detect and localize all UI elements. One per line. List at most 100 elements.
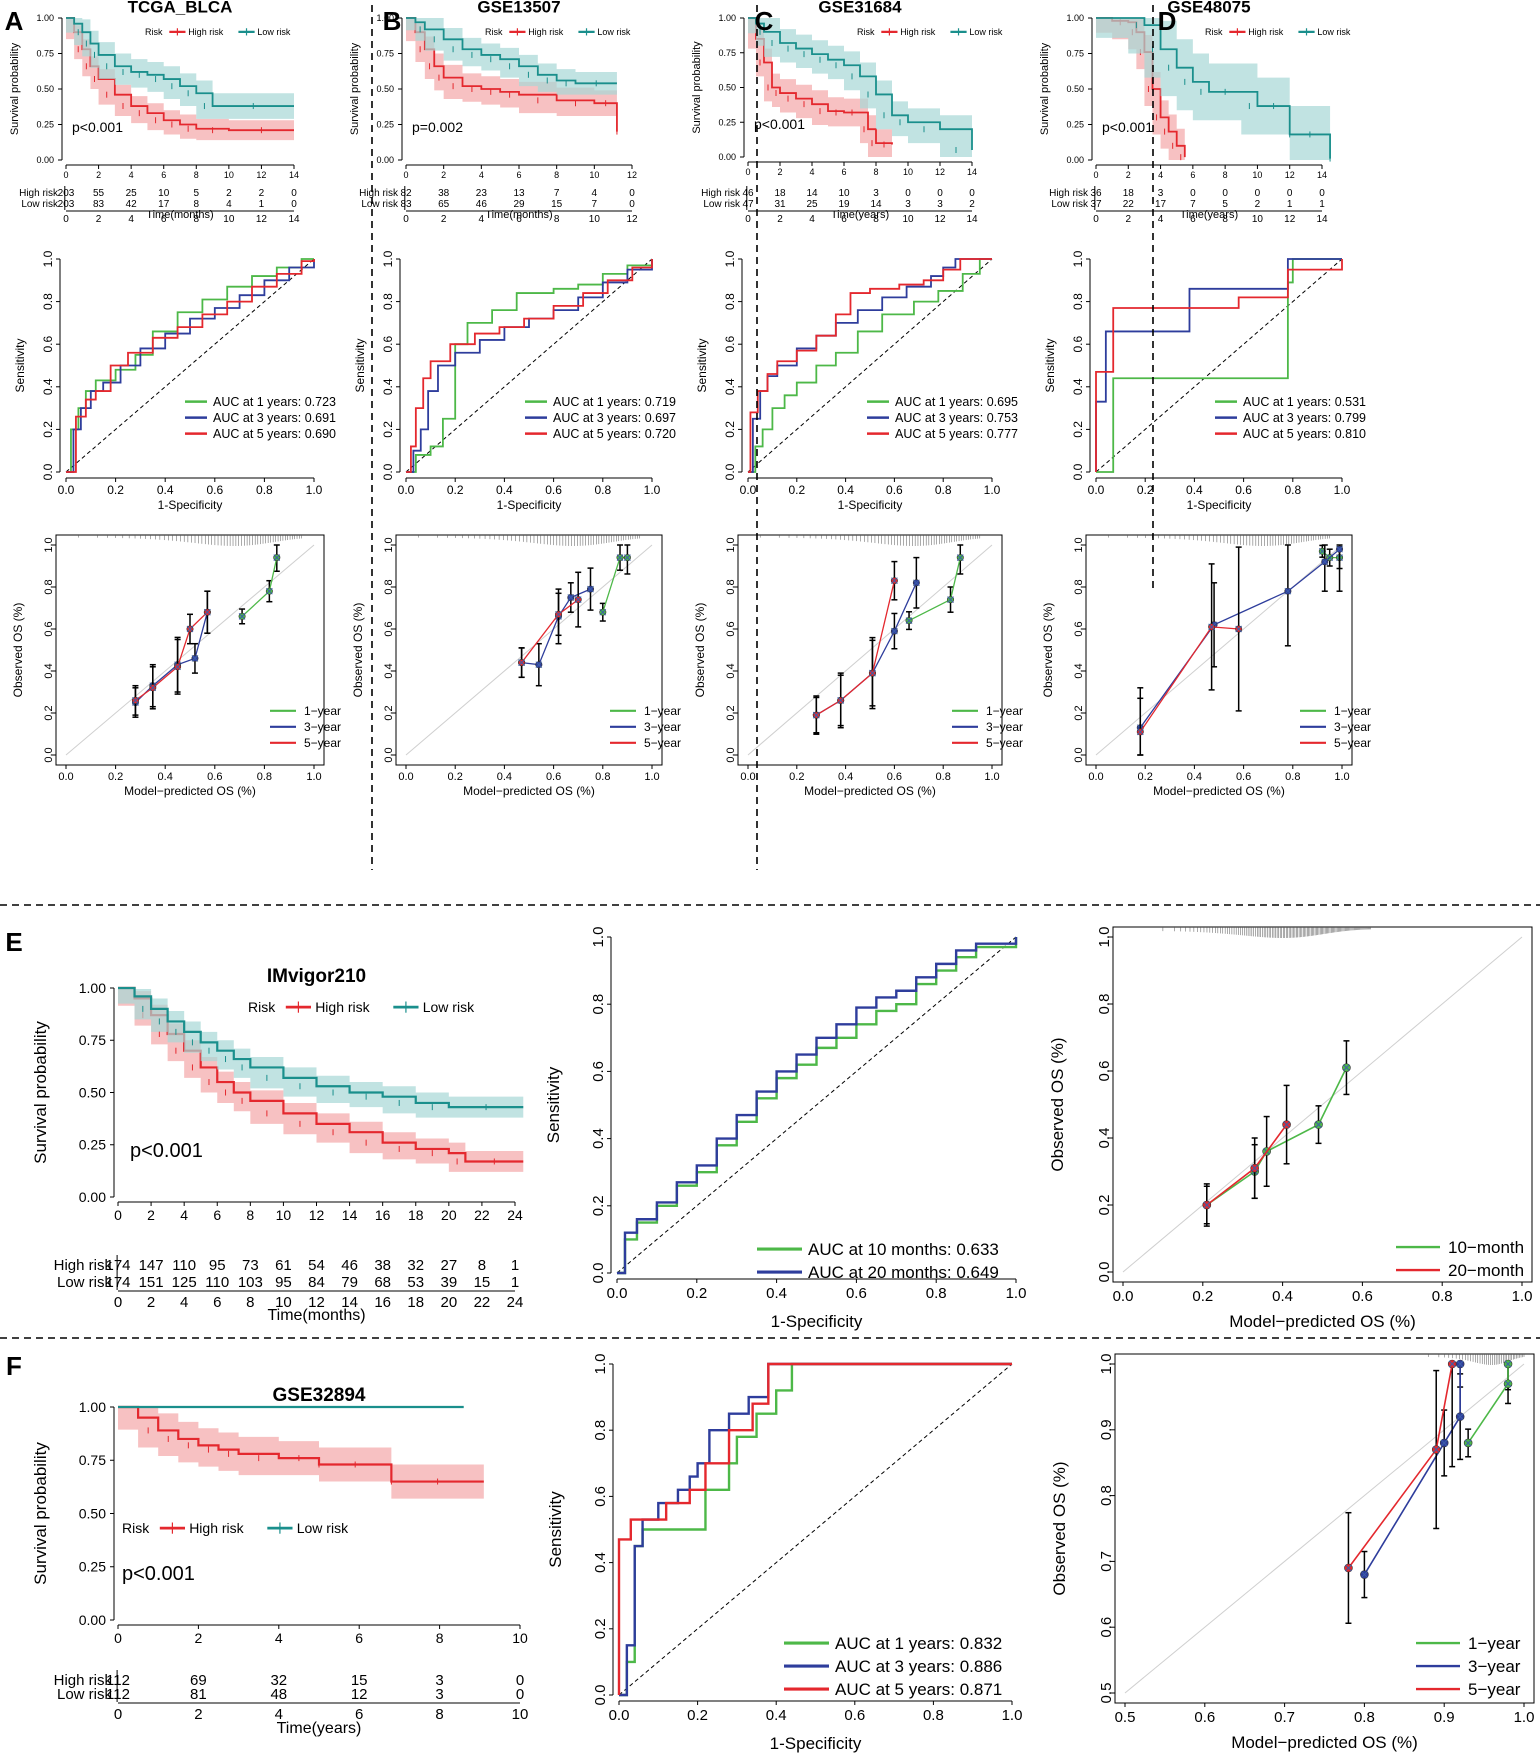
x-tick-label: 6 xyxy=(1190,170,1195,180)
legend-item: Low risk xyxy=(1317,27,1351,37)
y-tick-label: 0.25 xyxy=(79,1559,106,1575)
calibration-line-blue xyxy=(1139,548,1340,729)
risk-x-tick-label: 6 xyxy=(516,214,522,225)
y-tick-label: 0.75 xyxy=(718,48,736,58)
calibration-cross xyxy=(174,663,181,671)
risk-count: 47 xyxy=(742,199,754,210)
y-tick-label: 0.6 xyxy=(590,1061,607,1082)
x-tick-label: 14 xyxy=(1317,170,1327,180)
risk-row-label: Low risk xyxy=(1051,199,1089,210)
risk-count: 0 xyxy=(291,199,297,210)
risk-count: 29 xyxy=(513,199,525,210)
risk-count: 0 xyxy=(905,188,911,199)
chart-title: GSE31684 xyxy=(818,0,902,17)
risk-count: 10 xyxy=(158,188,170,199)
risk-count: 3 xyxy=(873,188,879,199)
roc-curve-blue xyxy=(66,259,315,473)
risk-count: 17 xyxy=(1155,199,1167,210)
x-tick-label: 2 xyxy=(195,1630,203,1646)
risk-count: 0 xyxy=(1287,188,1293,199)
y-tick-label: 0.25 xyxy=(1066,120,1084,130)
chart-title: GSE32894 xyxy=(273,1385,366,1406)
risk-x-tick-label: 0 xyxy=(114,1294,122,1311)
risk-count: 3 xyxy=(905,199,911,210)
ideal-line xyxy=(65,544,315,756)
x-tick-label: 4 xyxy=(1158,170,1163,180)
risk-count: 2 xyxy=(259,188,265,199)
y-tick-label: 0.0 xyxy=(592,1685,609,1706)
risk-x-tick-label: 2 xyxy=(194,1706,202,1723)
x-tick-label: 0.6 xyxy=(545,483,562,497)
y-tick-label: 0.6 xyxy=(1073,621,1085,636)
calibration-cross xyxy=(1203,1201,1211,1209)
roc-curve-green xyxy=(1096,258,1342,473)
legend-item: Low risk xyxy=(257,27,291,37)
calibration-cross xyxy=(1456,1360,1464,1368)
risk-count: 0 xyxy=(629,188,635,199)
y-tick-label: 0.4 xyxy=(1071,378,1085,395)
risk-x-tick-label: 8 xyxy=(246,1294,254,1311)
x-axis-label: Model−predicted OS (%) xyxy=(124,784,256,798)
roc-curve-red xyxy=(1095,259,1343,472)
y-tick-label: 0.50 xyxy=(376,84,394,94)
risk-count: 84 xyxy=(308,1274,325,1291)
risk-x-tick-label: 2 xyxy=(777,214,783,225)
y-tick-label: 0.2 xyxy=(1096,1195,1113,1216)
legend-title: Risk xyxy=(122,1520,150,1536)
risk-count: 3 xyxy=(937,199,943,210)
risk-count: 203 xyxy=(58,199,75,210)
y-tick-label: 0.8 xyxy=(383,579,395,594)
legend-item: AUC at 1 years: 0.531 xyxy=(1243,395,1366,409)
x-tick-label: 0.4 xyxy=(1187,771,1202,783)
legend-item: AUC at 3 years: 0.799 xyxy=(1243,411,1366,425)
legend-item: AUC at 3 years: 0.753 xyxy=(895,411,1018,425)
legend-item: High risk xyxy=(315,999,370,1015)
y-axis-label: Sensitivity xyxy=(695,338,709,392)
p-value: p<0.001 xyxy=(754,116,805,132)
x-tick-label: 0.4 xyxy=(157,483,174,497)
legend: Risk High risk Low risk xyxy=(485,27,631,37)
risk-count: 1 xyxy=(511,1274,519,1291)
calibration-cross xyxy=(238,613,246,620)
calibration-cross xyxy=(574,596,582,603)
x-tick-label: 1.0 xyxy=(306,483,323,497)
risk-count: 32 xyxy=(407,1257,424,1274)
risk-x-tick-label: 4 xyxy=(479,214,485,225)
ci-band-low xyxy=(118,988,524,1118)
y-tick-label: 0.8 xyxy=(590,994,607,1015)
x-tick-label: 2 xyxy=(147,1207,155,1223)
km-plot-A: 0.000.250.500.751.000 2 4 6 8 10 12 14TCGA_BLCA… xyxy=(9,0,300,225)
y-axis-label: Observed OS (%) xyxy=(351,603,365,698)
ideal-line xyxy=(1122,936,1523,1273)
y-tick-label: 0.0 xyxy=(43,747,55,762)
roc-plot-C-roc: 0.0 0.2 0.4 0.6 0.8 1.0 0.0 0.2 0.4 0.6 0.8 1.0 Sens… xyxy=(695,250,1018,512)
x-tick-label: 1.0 xyxy=(1334,483,1351,497)
risk-count: 69 xyxy=(190,1672,207,1689)
x-tick-label: 0.8 xyxy=(935,483,952,497)
y-tick-label: 0.4 xyxy=(1073,663,1085,678)
calibration-cross xyxy=(1345,1564,1352,1572)
y-tick-label: 0.8 xyxy=(592,1420,609,1441)
risk-x-tick-label: 0 xyxy=(63,214,69,225)
y-tick-label: 1.00 xyxy=(36,13,54,23)
y-axis-label: Observed OS (%) xyxy=(1048,1037,1067,1171)
y-tick-label: 0.8 xyxy=(43,579,55,594)
legend-item: 3−year xyxy=(644,720,681,734)
legend: Risk High risk Low risk xyxy=(145,27,291,37)
y-tick-label: 0.00 xyxy=(79,1189,106,1205)
x-axis-label: Model−predicted OS (%) xyxy=(1153,784,1285,798)
risk-x-tick-label: 18 xyxy=(407,1294,424,1311)
calibration-cross xyxy=(891,627,898,635)
y-tick-label: 0.8 xyxy=(1071,293,1085,310)
y-tick-label: 0.4 xyxy=(723,378,737,395)
risk-count: 36 xyxy=(1090,188,1102,199)
x-tick-label: 1.0 xyxy=(1006,1285,1027,1302)
y-axis-label: Observed OS (%) xyxy=(1041,603,1055,698)
x-tick-label: 8 xyxy=(436,1630,444,1646)
x-tick-label: 12 xyxy=(935,167,945,177)
ideal-line xyxy=(1095,544,1343,756)
x-tick-label: 0.6 xyxy=(887,771,902,783)
